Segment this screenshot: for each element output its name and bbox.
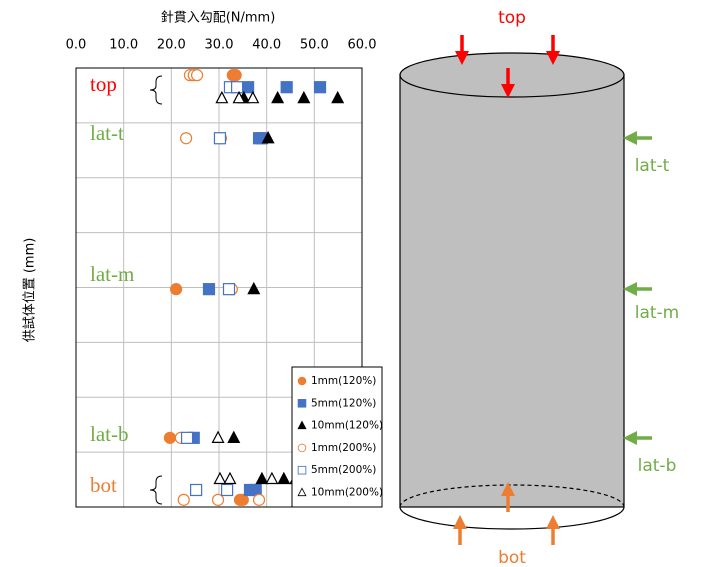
marker [181, 133, 192, 144]
cylinder-top [400, 53, 624, 97]
chart-title: 針貫入勾配(N/mm) [161, 11, 276, 26]
marker [315, 82, 326, 93]
cylinder-body [400, 75, 624, 507]
marker [230, 70, 241, 81]
cylinder-bottom [400, 507, 624, 529]
x-tick-label: 50.0 [300, 38, 329, 53]
legend: 1mm(120%) 5mm(120%) 10mm(120%) 1mm(200%) 5mm… [292, 367, 383, 507]
annotation: bot [90, 473, 117, 497]
cylinder [400, 53, 624, 529]
marker [164, 432, 175, 443]
legend-marker [298, 399, 306, 407]
marker [224, 284, 235, 295]
diagram-label: lat-m [635, 303, 680, 323]
marker [222, 484, 233, 495]
x-tick-label: 40.0 [252, 38, 281, 53]
legend-marker [298, 377, 306, 385]
legend-marker [298, 444, 306, 452]
annotation: lat-t [90, 121, 124, 145]
marker [191, 484, 202, 495]
figure: 針貫入勾配(N/mm) 供試体位置 (mm) 0.0 10.0 20.0 30.0 40… [0, 0, 702, 567]
marker [243, 82, 254, 93]
annotation: lat-b [90, 422, 128, 446]
legend-label: 1mm(120%) [311, 375, 376, 387]
x-tick-label: 0.0 [66, 38, 87, 53]
diagram-label: lat-t [635, 156, 670, 176]
marker [214, 133, 225, 144]
diagram-label: lat-b [638, 456, 677, 476]
legend-label: 5mm(200%) [311, 464, 376, 476]
legend-marker [298, 466, 306, 474]
x-tick-label: 30.0 [205, 38, 234, 53]
annotation: lat-m [90, 262, 134, 286]
x-tick-label: 20.0 [157, 38, 186, 53]
marker [182, 432, 193, 443]
marker [192, 70, 203, 81]
marker [178, 494, 189, 505]
legend-label: 1mm(200%) [311, 442, 376, 454]
marker [254, 494, 265, 505]
diagram-label: top [498, 8, 526, 28]
marker [171, 284, 182, 295]
legend-label: 10mm(200%) [311, 487, 383, 499]
legend-label: 5mm(120%) [311, 397, 376, 409]
x-tick-label: 10.0 [109, 38, 138, 53]
legend-label: 10mm(120%) [311, 420, 383, 432]
annotation: top [90, 72, 117, 96]
marker [281, 82, 292, 93]
x-tick-label: 60.0 [348, 38, 377, 53]
marker [203, 284, 214, 295]
marker [232, 82, 243, 93]
diagram-label: bot [498, 548, 526, 567]
y-axis-label: 供試体位置 (mm) [22, 238, 38, 343]
